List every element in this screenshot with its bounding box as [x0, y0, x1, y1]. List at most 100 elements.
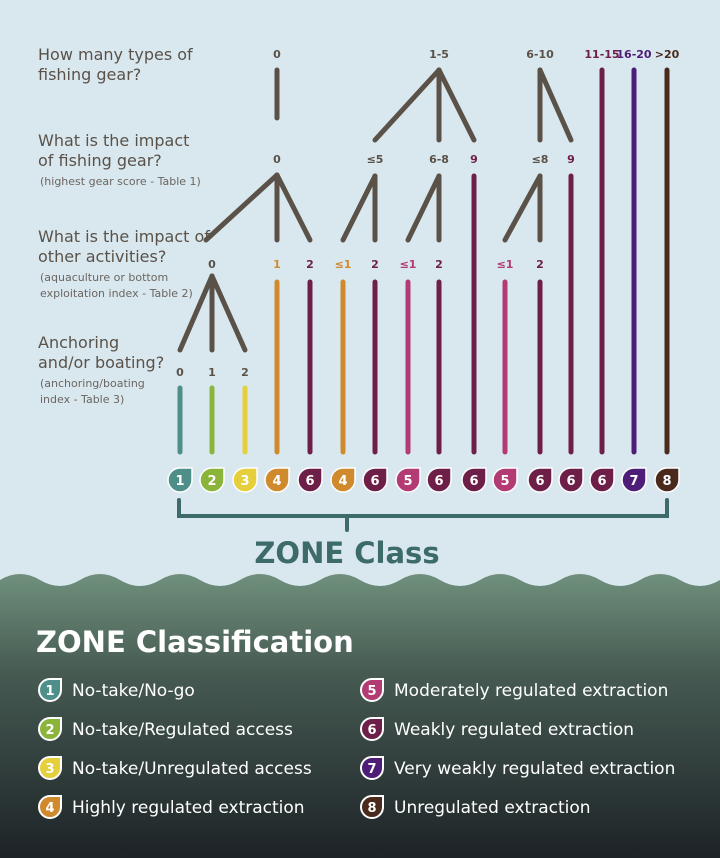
legend-item-2: 2 No-take/Regulated access: [38, 717, 293, 741]
legend-title: ZONE Classification: [36, 625, 354, 659]
legend-badge-shape: [38, 756, 62, 780]
label-other-le1-c: ≤1: [497, 258, 514, 271]
legend-item-label: Highly regulated extraction: [72, 798, 305, 818]
label-gear-types-16-20: 16-20: [616, 48, 652, 61]
label-other-2-a: 2: [306, 258, 314, 271]
legend-badge-number: 1: [45, 684, 54, 699]
zone-badge-10: 6: [461, 467, 487, 493]
question-gear-impact-line2: of fishing gear?: [38, 151, 162, 170]
label-other-0: 0: [208, 258, 216, 271]
label-gear-types-1-5: 1-5: [429, 48, 449, 61]
legend-item-4: 4 Highly regulated extraction: [38, 795, 305, 819]
zone-class-bracket: [177, 498, 669, 532]
legend-badge-number: 8: [367, 801, 376, 816]
zone-badge-shape: [264, 467, 290, 493]
zone-badge-number: 8: [662, 474, 671, 489]
zone-badge-16: 8: [654, 467, 680, 493]
branch-6-8-to-le1: [405, 173, 442, 243]
zone-badge-3: 3: [232, 467, 258, 493]
question-other-activities-note2: exploitation index - Table 2): [40, 287, 193, 300]
branch-other0-to-anchor0: [177, 273, 215, 353]
zone-badge-number: 3: [240, 474, 249, 489]
zone-badge-shape: [461, 467, 487, 493]
zone-badge-shape: [167, 467, 193, 493]
label-other-2-b: 2: [371, 258, 379, 271]
zone-badge-13: 6: [558, 467, 584, 493]
legend-item-3: 3 No-take/Unregulated access: [38, 756, 312, 780]
zone-badge-number: 6: [305, 474, 314, 489]
label-anchoring-1: 1: [208, 366, 216, 379]
label-other-le1-b: ≤1: [400, 258, 417, 271]
label-gear-types-0: 0: [273, 48, 281, 61]
legend-item-label: Moderately regulated extraction: [394, 681, 668, 701]
zone-badge-11: 5: [492, 467, 518, 493]
label-anchoring-0: 0: [176, 366, 184, 379]
zone-badge-shape: [621, 467, 647, 493]
legend-badge-number: 6: [367, 723, 376, 738]
label-gear-types-6-10: 6-10: [526, 48, 554, 61]
zone-badge-number: 7: [629, 474, 638, 489]
legend-badge-shape: [360, 756, 384, 780]
legend-badge-number: 3: [45, 762, 54, 777]
question-gear-types-line2: fishing gear?: [38, 65, 141, 84]
legend-item-label: No-take/Regulated access: [72, 720, 293, 740]
zone-badge-number: 6: [535, 474, 544, 489]
legend-badge-number: 4: [45, 801, 54, 816]
legend-badge-shape: [360, 795, 384, 819]
label-anchoring-2: 2: [241, 366, 249, 379]
legend-badge-shape: [360, 678, 384, 702]
zone-badge-shape: [558, 467, 584, 493]
zone-badge-7: 6: [362, 467, 388, 493]
label-other-2-d: 2: [536, 258, 544, 271]
legend-item-1: 1 No-take/No-go: [38, 678, 195, 702]
question-anchoring-line1: Anchoring: [38, 333, 119, 352]
legend-badge-shape: [38, 678, 62, 702]
zone-badge-number: 2: [207, 474, 216, 489]
zone-badge-number: 6: [597, 474, 606, 489]
label-gear-impact-9-b: 9: [567, 153, 575, 166]
zone-badge-number: 1: [175, 474, 184, 489]
legend-badge-shape: [38, 717, 62, 741]
label-gear-impact-le8: ≤8: [532, 153, 549, 166]
zone-badges: 1 2 3 4 6 4 6 5 6 6 5 6 6 6 7 8: [167, 467, 680, 493]
zone-badge-8: 5: [395, 467, 421, 493]
legend-badge-number: 2: [45, 723, 54, 738]
zone-badge-shape: [654, 467, 680, 493]
zone-badge-shape: [362, 467, 388, 493]
legend-item-label: Unregulated extraction: [394, 798, 591, 818]
zone-badge-6: 4: [330, 467, 356, 493]
zone-badge-2: 2: [199, 467, 225, 493]
label-gear-impact-6-8: 6-8: [429, 153, 449, 166]
legend-item-label: No-take/No-go: [72, 681, 195, 701]
tree-branches: [177, 67, 670, 455]
zone-badge-number: 5: [403, 474, 412, 489]
zone-badge-shape: [426, 467, 452, 493]
zone-badge-number: 6: [370, 474, 379, 489]
legend-badge-shape: [360, 717, 384, 741]
zone-badge-shape: [232, 467, 258, 493]
zone-class-label: ZONE Class: [254, 536, 439, 570]
legend-badge-number: 5: [367, 684, 376, 699]
branch-impact0-to-2: [274, 172, 313, 243]
question-gear-types-line1: How many types of: [38, 45, 193, 64]
zone-badge-number: 5: [500, 474, 509, 489]
branch-1-5-to-le5: [372, 67, 442, 143]
branch-impact0-to-0: [203, 172, 280, 243]
legend-item-label: Very weakly regulated extraction: [394, 759, 675, 779]
label-gear-impact-le5: ≤5: [367, 153, 384, 166]
zone-badge-14: 6: [589, 467, 615, 493]
legend: 1 No-take/No-go 2 No-take/Regulated access 3…: [38, 678, 675, 819]
label-gear-types-gt20: >20: [655, 48, 680, 61]
branch-le5-to-le1: [340, 173, 378, 243]
branch-le8-to-le1: [502, 173, 543, 243]
legend-item-8: 8 Unregulated extraction: [360, 795, 591, 819]
question-anchoring-note2: index - Table 3): [40, 393, 124, 406]
branch-6-10-to-9: [537, 67, 574, 143]
label-gear-impact-9-a: 9: [470, 153, 478, 166]
question-anchoring-note1: (anchoring/boating: [40, 377, 145, 390]
legend-item-7: 7 Very weakly regulated extraction: [360, 756, 675, 780]
zone-badge-shape: [589, 467, 615, 493]
sea-background: [0, 574, 720, 858]
zone-badge-shape: [199, 467, 225, 493]
